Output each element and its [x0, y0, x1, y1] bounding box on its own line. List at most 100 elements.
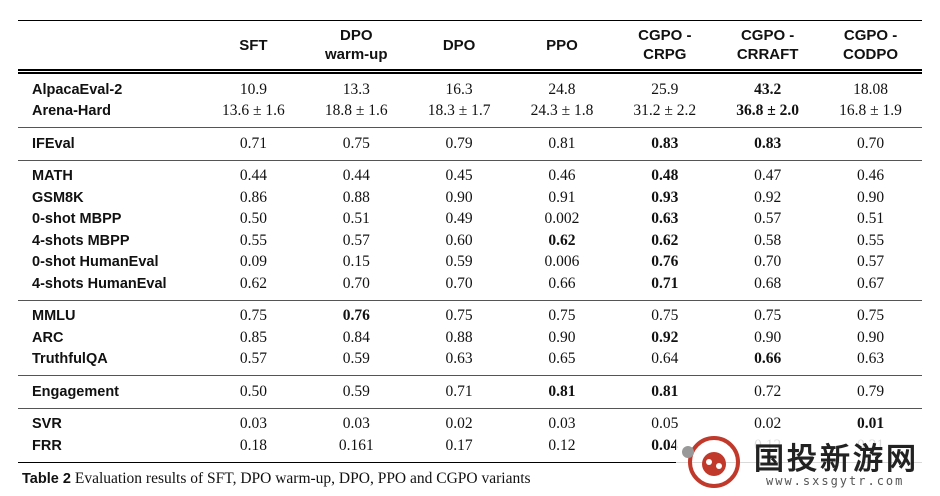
row-group: MMLU 0.75 0.76 0.75 0.75 0.75 0.75 0.75 ARC 0.85 0…	[18, 299, 922, 376]
value-cell: 0.71	[651, 274, 679, 292]
value-cell: 0.03	[304, 407, 408, 435]
value-cell: 0.88	[342, 188, 370, 206]
column-header: DPO warm-up	[304, 20, 408, 74]
table-row: 0-shot HumanEval 0.09 0.15 0.59 0.006 0.76 0.7…	[18, 252, 922, 274]
value-cell: 0.76	[651, 253, 679, 271]
value-cell: 0.88	[445, 328, 473, 346]
table-row: GSM8K 0.86 0.88 0.90 0.91 0.93 0.92 0.90	[18, 187, 922, 209]
value-cell: 10.9	[239, 80, 267, 98]
value-cell: 0.57	[239, 350, 267, 368]
column-header: DPO	[407, 20, 511, 74]
value-cell: 31.2 ± 2.2	[633, 102, 697, 120]
value-cell: 0.59	[342, 350, 370, 368]
value-cell: 0.81	[510, 375, 614, 408]
value-cell: 0.85	[239, 328, 267, 346]
value-cell: 0.75	[819, 299, 922, 327]
value-cell: 0.91	[548, 188, 576, 206]
value-cell: 0.48	[613, 159, 717, 187]
row-label: Arena-Hard	[32, 103, 111, 120]
table-row: ARC 0.85 0.84 0.88 0.90 0.92 0.90 0.90	[18, 327, 922, 349]
value-cell: 0.47	[716, 159, 820, 187]
row-group: MATH 0.44 0.44 0.45 0.46 0.48 0.47 0.46 GSM8K 0.8…	[18, 159, 922, 300]
value-cell: 16.3	[445, 80, 473, 98]
value-cell: 0.18	[239, 436, 267, 454]
value-cell: 0.70	[342, 274, 370, 292]
value-cell: 0.62	[239, 274, 267, 292]
value-cell: 0.71	[202, 127, 305, 160]
value-cell: 0.75	[304, 127, 408, 160]
value-cell: 0.55	[239, 231, 267, 249]
value-cell: 24.8	[548, 80, 576, 98]
value-cell: 0.12	[548, 436, 576, 454]
row-group: SVR 0.03 0.03 0.02 0.03 0.05 0.02 0.01 FRR 0.18 0.…	[18, 407, 922, 462]
column-header: CGPO - CODPO	[819, 20, 922, 74]
value-cell: 0.62	[548, 231, 576, 249]
value-cell: 0.83	[716, 127, 820, 160]
table-row: 4-shots MBPP 0.55 0.57 0.60 0.62 0.62 0.58 0.55	[18, 230, 922, 252]
watermark: 国投新游网 www.sxsgytr.com	[676, 430, 936, 494]
value-cell: 0.57	[342, 231, 370, 249]
value-cell: 0.75	[407, 299, 511, 327]
value-cell: 13.3	[342, 80, 370, 98]
value-cell: 0.75	[613, 299, 717, 327]
value-cell: 0.09	[239, 253, 267, 271]
corner-cell	[18, 20, 202, 74]
value-cell: 0.45	[407, 159, 511, 187]
caption-text: Evaluation results of SFT, DPO warm-up, …	[74, 470, 531, 487]
table-row: Arena-Hard 13.6 ± 1.6 18.8 ± 1.6 18.3 ± 1.7…	[18, 101, 922, 128]
row-group: Engagement 0.50 0.59 0.71 0.81 0.81 0.72 0.79	[18, 375, 922, 408]
value-cell: 0.161	[338, 436, 374, 454]
table-row: Engagement 0.50 0.59 0.71 0.81 0.81 0.72 0.79	[18, 375, 922, 408]
row-label: TruthfulQA	[32, 351, 108, 368]
value-cell: 0.62	[651, 231, 679, 249]
value-cell: 0.64	[651, 350, 679, 368]
value-cell: 0.66	[754, 350, 782, 368]
value-cell: 0.59	[304, 375, 408, 408]
row-label: AlpacaEval-2	[32, 81, 123, 98]
table-row: MMLU 0.75 0.76 0.75 0.75 0.75 0.75 0.75	[18, 299, 922, 327]
row-group: IFEval 0.71 0.75 0.79 0.81 0.83 0.83 0.70	[18, 127, 922, 160]
value-cell: 0.63	[445, 350, 473, 368]
value-cell: 0.60	[445, 231, 473, 249]
value-cell: 0.68	[754, 274, 782, 292]
value-cell: 0.75	[716, 299, 820, 327]
row-label: MATH	[18, 159, 202, 187]
value-cell: 43.2	[754, 80, 782, 98]
value-cell: 18.3 ± 1.7	[427, 102, 491, 120]
value-cell: 36.8 ± 2.0	[736, 102, 800, 120]
value-cell: 0.002	[544, 210, 580, 228]
results-table: SFT DPO warm-up DPO PPO CGPO - CRPG CGPO - CR…	[18, 20, 922, 463]
table-row: 4-shots HumanEval 0.62 0.70 0.70 0.66 0.71 0.6…	[18, 273, 922, 300]
table-row: TruthfulQA 0.57 0.59 0.63 0.65 0.64 0.66 0.63	[18, 349, 922, 376]
value-cell: 0.55	[856, 231, 885, 249]
row-label: SVR	[18, 407, 202, 435]
value-cell: 0.67	[856, 274, 885, 292]
row-label: Engagement	[18, 375, 202, 408]
value-cell: 0.84	[342, 328, 370, 346]
value-cell: 0.83	[613, 127, 717, 160]
value-cell: 0.70	[445, 274, 473, 292]
caption: Table 2 Evaluation results of SFT, DPO wa…	[22, 470, 531, 488]
column-header: SFT	[202, 20, 305, 74]
value-cell: 0.03	[510, 407, 614, 435]
value-cell: 0.70	[754, 253, 782, 271]
row-label: 0-shot MBPP	[32, 211, 122, 228]
value-cell: 0.63	[856, 350, 885, 368]
value-cell: 0.17	[445, 436, 473, 454]
value-cell: 0.51	[856, 210, 885, 228]
value-cell: 0.72	[716, 375, 820, 408]
value-cell: 0.71	[407, 375, 511, 408]
value-cell: 0.90	[856, 188, 885, 206]
value-cell: 0.44	[202, 159, 305, 187]
row-label: FRR	[32, 437, 62, 454]
value-cell: 0.93	[651, 188, 679, 206]
table-row: AlpacaEval-2 10.9 13.3 16.3 24.8 25.9 43.2 18.0…	[18, 72, 922, 101]
row-label: ARC	[32, 329, 64, 346]
row-label: 4-shots MBPP	[32, 232, 130, 249]
value-cell: 0.44	[304, 159, 408, 187]
value-cell: 0.50	[202, 375, 305, 408]
row-label: 4-shots HumanEval	[32, 275, 167, 292]
value-cell: 24.3 ± 1.8	[530, 102, 594, 120]
header-row: SFT DPO warm-up DPO PPO CGPO - CRPG CGPO - CR…	[18, 20, 922, 74]
